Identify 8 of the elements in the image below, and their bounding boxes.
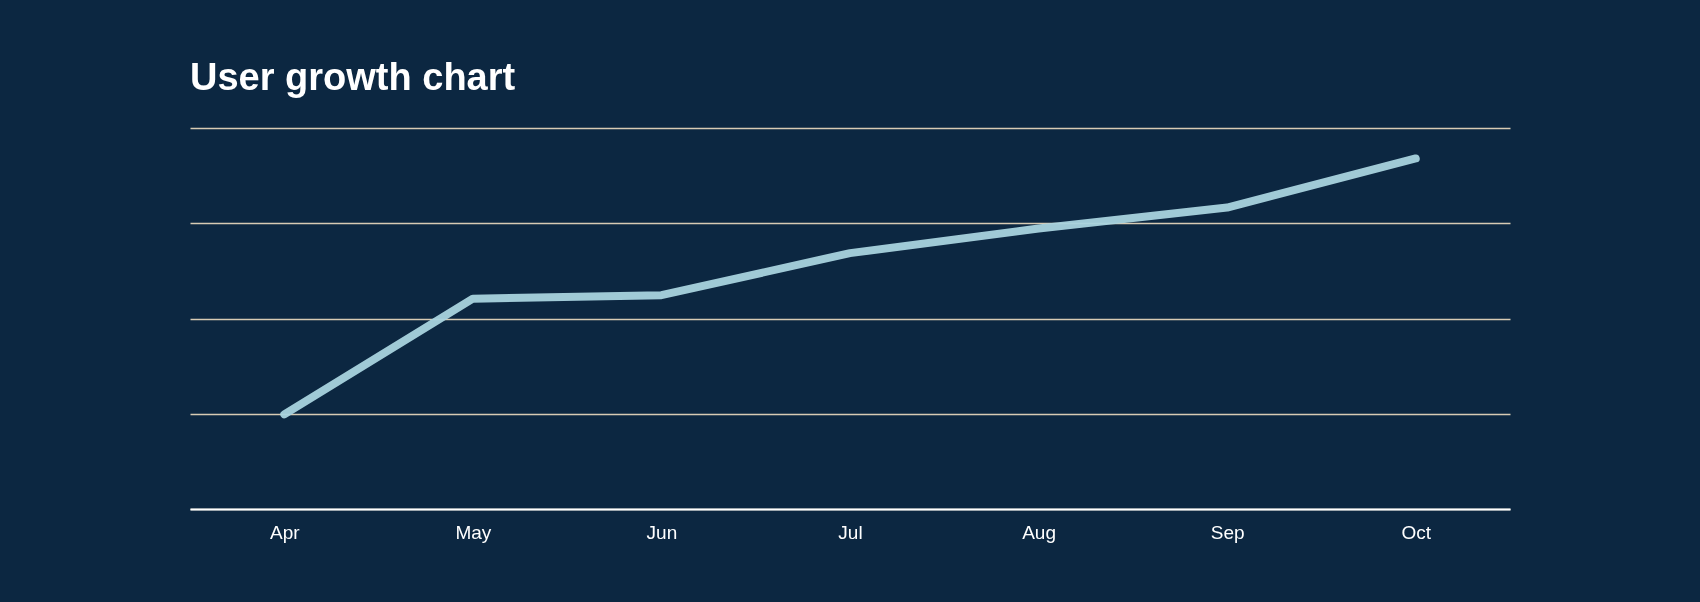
- x-tick-label: Jun: [646, 521, 678, 543]
- x-tick-label: May: [455, 521, 492, 543]
- x-tick-label: Oct: [1401, 521, 1432, 543]
- x-tick-label: Aug: [1022, 521, 1056, 543]
- x-tick-label: Apr: [270, 521, 301, 543]
- chart-title: User growth chart: [190, 56, 516, 98]
- x-tick-label: Sep: [1210, 521, 1245, 543]
- x-tick-label: Jul: [838, 521, 863, 543]
